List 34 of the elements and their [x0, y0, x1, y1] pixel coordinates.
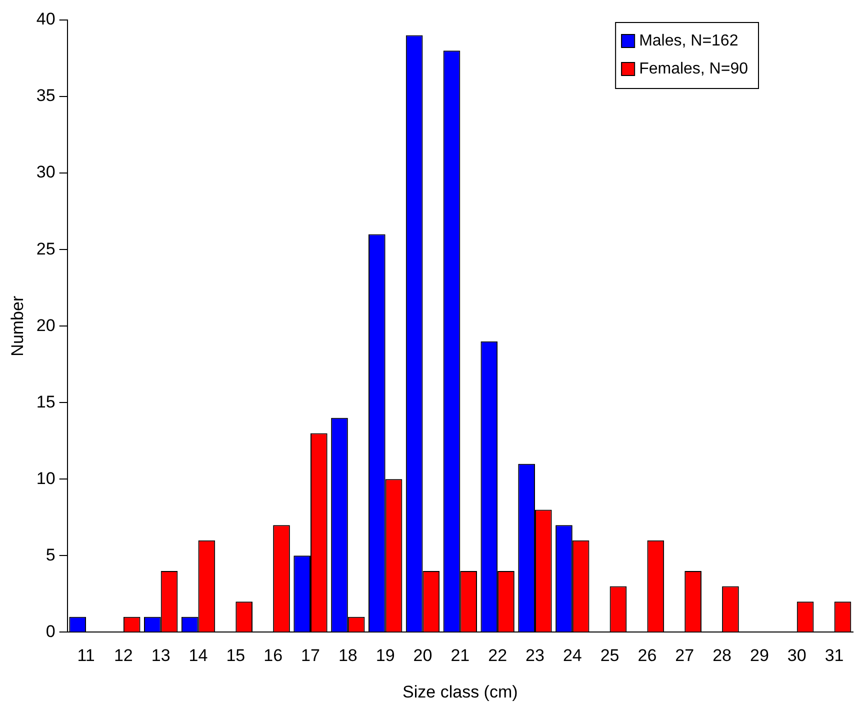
- x-tick-label: 15: [226, 646, 246, 666]
- y-tick-label: 35: [36, 86, 56, 106]
- x-tick-label: 31: [824, 646, 844, 666]
- y-tick-label: 5: [46, 545, 56, 564]
- x-tick-label: 22: [488, 646, 508, 666]
- y-tick-label: 10: [36, 468, 56, 488]
- y-tick-label: 30: [36, 162, 56, 182]
- x-tick-label: 25: [600, 646, 620, 666]
- legend-label: Females, N=90: [639, 60, 748, 78]
- x-tick-label: 28: [712, 646, 732, 666]
- y-tick-label: 20: [36, 316, 56, 335]
- x-tick-label: 23: [526, 646, 544, 666]
- y-axis-title: Number: [8, 296, 27, 356]
- x-tick-label: 12: [114, 646, 133, 666]
- x-tick-label: 18: [338, 646, 358, 666]
- x-tick-label: 19: [376, 646, 395, 666]
- x-tick-label: 20: [413, 646, 432, 666]
- x-tick-label: 26: [638, 646, 657, 666]
- x-tick-label: 29: [750, 646, 769, 666]
- x-tick-label: 16: [264, 646, 283, 666]
- x-tick-label: 14: [188, 646, 208, 666]
- x-tick-label: 17: [301, 646, 320, 666]
- x-tick-label: 13: [151, 646, 170, 666]
- y-tick-label: 40: [36, 10, 56, 29]
- x-tick-label: 27: [675, 646, 694, 666]
- x-axis-title: Size class (cm): [402, 682, 518, 702]
- x-tick-label: 24: [562, 646, 582, 666]
- y-tick-label: 0: [46, 622, 56, 641]
- x-tick-label: 30: [787, 646, 806, 666]
- y-tick-label: 15: [36, 392, 56, 412]
- y-tick-label: 25: [36, 239, 56, 258]
- x-tick-label: 21: [450, 646, 470, 666]
- legend-label: Males, N=162: [639, 32, 738, 50]
- x-tick-label: 11: [77, 646, 95, 666]
